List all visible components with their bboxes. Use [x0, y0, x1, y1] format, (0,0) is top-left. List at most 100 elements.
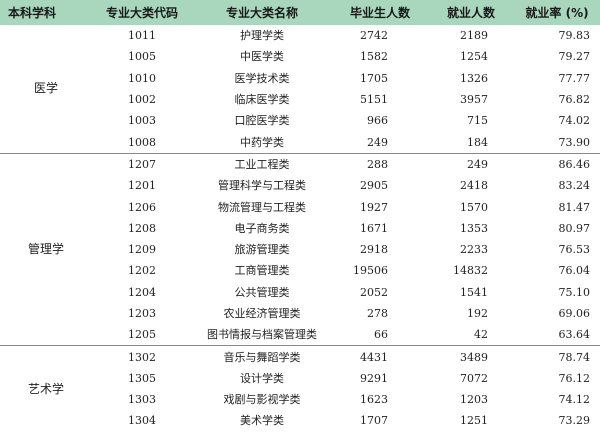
- employed-cell: 3957: [460, 93, 488, 107]
- rate-cell: 83.24: [558, 179, 591, 193]
- table-row: 医学 1011 护理学类 2742 2189 79.83: [0, 25, 600, 95]
- graduates-cell: 9291: [360, 371, 388, 385]
- header-rate: 就业率 (%): [525, 6, 589, 20]
- employed-cell: 2189: [460, 29, 488, 43]
- employed-cell: 184: [467, 135, 488, 149]
- code-cell: 1204: [128, 285, 156, 299]
- major-name-cell: 戏剧与影视学类: [223, 393, 301, 407]
- rate-cell: 74.12: [558, 393, 591, 407]
- employed-cell: 3489: [428, 345, 514, 368]
- employed-cell: 249: [428, 152, 514, 176]
- code-cell: 1002: [128, 93, 156, 107]
- graduates-cell: 1671: [360, 221, 388, 235]
- graduates-cell: 4431: [332, 345, 428, 368]
- table-row: 1206 物流管理与工程类 1927 1570 81.47: [0, 196, 600, 217]
- rate-cell: 76.53: [558, 243, 591, 257]
- code-cell: 1209: [128, 243, 156, 257]
- rate-cell: 78.74: [514, 345, 600, 368]
- employed-cell: 1203: [460, 393, 488, 407]
- code-cell: 1008: [128, 135, 156, 149]
- table-row: 管理学 1207 工业工程类 288 249 86.46: [0, 152, 600, 346]
- header-name: 专业大类名称: [225, 6, 298, 20]
- graduates-cell: 1705: [360, 71, 388, 85]
- rate-cell: 81.47: [558, 200, 591, 214]
- rate-cell: 77.77: [558, 71, 591, 85]
- header-employed: 就业人数: [446, 6, 495, 20]
- table-row: 1010 医学技术类 1705 1326 77.77: [0, 68, 600, 89]
- major-name-cell: 农业经济管理类: [223, 307, 301, 320]
- discipline-group: 艺术学 1302 音乐与舞蹈学类 4431 3489 78.74 1305 设计学类 9291 7…: [0, 345, 600, 432]
- rate-cell: 76.82: [558, 93, 591, 107]
- graduates-cell: 288: [332, 152, 428, 176]
- major-name-cell: 设计学类: [240, 371, 284, 385]
- major-name-cell: 医学技术类: [234, 71, 290, 85]
- code-cell: 1003: [128, 114, 156, 128]
- major-name-cell: 工商管理类: [234, 264, 290, 278]
- major-name-cell: 图书情报与档案管理类: [207, 328, 317, 342]
- employed-cell: 1254: [460, 50, 488, 64]
- major-name-cell: 物流管理与工程类: [218, 200, 306, 214]
- code-cell: 1205: [128, 328, 156, 342]
- header-row: 本科学科 专业大类代码 专业大类名称 毕业生人数 就业人数 就业率 (%): [0, 0, 600, 25]
- table-row: 1305 设计学类 9291 7072 76.12: [0, 368, 600, 389]
- graduates-cell: 278: [367, 307, 388, 320]
- graduates-cell: 1582: [360, 50, 388, 64]
- employed-cell: 7072: [460, 371, 488, 385]
- discipline-group: 管理学 1207 工业工程类 288 249 86.46 1201 管理科学与工程类 2905 2…: [0, 152, 600, 346]
- discipline-cell: 医学: [33, 81, 58, 96]
- table-row: 1304 美术学类 1707 1251 73.29: [0, 410, 600, 431]
- major-name-cell: 管理科学与工程类: [218, 179, 306, 193]
- table-row: 1202 工商管理类 19506 14832 76.04: [0, 260, 600, 281]
- graduates-cell: 2742: [360, 29, 388, 43]
- rate-cell: 73.90: [558, 135, 591, 149]
- table-row: 1005 中医学类 1582 1254 79.27: [0, 46, 600, 67]
- table-row: 1205 图书情报与档案管理类 66 42 63.64: [0, 324, 600, 346]
- code-cell: 1010: [128, 71, 156, 85]
- major-name-cell: 工业工程类: [192, 152, 332, 176]
- rate-cell: 79.83: [558, 29, 591, 43]
- employed-cell: 2233: [460, 243, 488, 257]
- table-row: 1203 农业经济管理类 278 192 69.06: [0, 303, 600, 324]
- code-cell: 1207: [92, 152, 192, 176]
- rate-cell: 76.04: [558, 264, 591, 278]
- code-cell: 1208: [128, 221, 156, 235]
- major-name-cell: 音乐与舞蹈学类: [192, 345, 332, 368]
- table-row: 1008 中药学类 249 184 73.90: [0, 131, 600, 153]
- code-cell: 1206: [128, 200, 156, 214]
- employed-cell: 2418: [460, 179, 488, 193]
- graduates-cell: 1623: [360, 393, 388, 407]
- code-cell: 1303: [128, 393, 156, 407]
- graduates-cell: 1927: [360, 200, 388, 214]
- employed-cell: 42: [474, 328, 488, 342]
- graduates-cell: 966: [367, 114, 388, 128]
- graduates-cell: 2052: [360, 285, 388, 299]
- code-cell: 1005: [128, 50, 156, 64]
- table-row: 1002 临床医学类 5151 3957 76.82: [0, 89, 600, 110]
- major-name-cell: 口腔医学类: [234, 114, 290, 128]
- table-row: 1303 戏剧与影视学类 1623 1203 74.12: [0, 389, 600, 410]
- table-row: 1003 口腔医学类 966 715 74.02: [0, 110, 600, 131]
- rate-cell: 80.97: [558, 221, 591, 235]
- major-name-cell: 护理学类: [240, 29, 284, 43]
- code-cell: 1302: [92, 345, 192, 368]
- major-name-cell: 中医学类: [240, 50, 284, 64]
- table-header: 本科学科 专业大类代码 专业大类名称 毕业生人数 就业人数 就业率 (%): [0, 0, 600, 25]
- employed-cell: 1541: [460, 285, 488, 299]
- graduates-cell: 1707: [360, 414, 388, 428]
- discipline-cell: 管理学: [0, 152, 92, 346]
- employed-cell: 1353: [460, 221, 488, 235]
- header-graduates: 毕业生人数: [349, 6, 410, 20]
- employed-cell: 14832: [453, 264, 488, 278]
- rate-cell: 73.29: [558, 414, 591, 428]
- employed-cell: 1251: [460, 414, 488, 428]
- code-cell: 1304: [128, 414, 156, 428]
- major-name-cell: 临床医学类: [234, 93, 290, 107]
- table-row: 1209 旅游管理类 2918 2233 76.53: [0, 239, 600, 260]
- rate-cell: 75.10: [558, 285, 591, 299]
- code-cell: 1305: [128, 371, 156, 385]
- graduates-cell: 66: [374, 328, 388, 342]
- table-row: 1201 管理科学与工程类 2905 2418 83.24: [0, 175, 600, 196]
- employed-cell: 1326: [460, 71, 488, 85]
- code-cell: 1202: [128, 264, 156, 278]
